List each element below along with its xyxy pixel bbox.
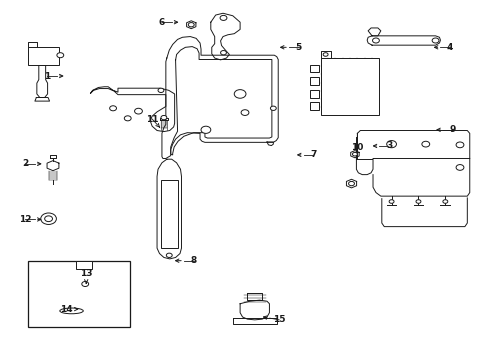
Circle shape <box>456 165 464 170</box>
Circle shape <box>323 53 328 56</box>
Circle shape <box>110 106 117 111</box>
Circle shape <box>135 108 143 114</box>
Circle shape <box>220 15 227 21</box>
Text: 4: 4 <box>447 43 453 52</box>
Circle shape <box>352 152 357 156</box>
Text: 5: 5 <box>295 43 302 52</box>
Circle shape <box>41 213 56 225</box>
Circle shape <box>389 200 394 203</box>
Text: 9: 9 <box>449 125 456 134</box>
Bar <box>310 77 319 85</box>
Text: 7: 7 <box>310 150 317 159</box>
Text: 13: 13 <box>80 269 93 278</box>
Text: 11: 11 <box>146 114 158 123</box>
Circle shape <box>416 200 421 203</box>
Text: 15: 15 <box>273 315 286 324</box>
Ellipse shape <box>60 308 83 314</box>
Text: 14: 14 <box>60 305 73 314</box>
Text: 2: 2 <box>22 159 28 168</box>
Text: 6: 6 <box>159 18 165 27</box>
Circle shape <box>422 141 430 147</box>
Text: 8: 8 <box>191 256 197 265</box>
Circle shape <box>57 53 64 58</box>
Text: 10: 10 <box>351 143 364 152</box>
Circle shape <box>220 50 226 55</box>
Circle shape <box>387 140 396 148</box>
Circle shape <box>201 126 211 134</box>
Text: 3: 3 <box>386 141 392 150</box>
Circle shape <box>166 253 172 257</box>
Circle shape <box>188 23 194 27</box>
Bar <box>321 58 379 116</box>
Circle shape <box>348 181 354 186</box>
Bar <box>310 102 319 110</box>
Circle shape <box>161 116 167 120</box>
Circle shape <box>372 38 379 43</box>
Circle shape <box>241 110 249 116</box>
Circle shape <box>82 282 89 287</box>
Circle shape <box>158 88 164 93</box>
Bar <box>310 90 319 98</box>
Circle shape <box>234 90 246 98</box>
Text: 1: 1 <box>44 72 50 81</box>
Bar <box>76 261 92 269</box>
Circle shape <box>432 38 439 43</box>
Circle shape <box>456 142 464 148</box>
Circle shape <box>270 106 276 111</box>
Circle shape <box>124 116 131 121</box>
Bar <box>161 180 177 248</box>
Circle shape <box>443 200 448 203</box>
Bar <box>27 47 59 65</box>
Circle shape <box>45 216 52 222</box>
Bar <box>310 64 319 72</box>
Bar <box>27 261 130 327</box>
Text: 12: 12 <box>19 215 31 224</box>
